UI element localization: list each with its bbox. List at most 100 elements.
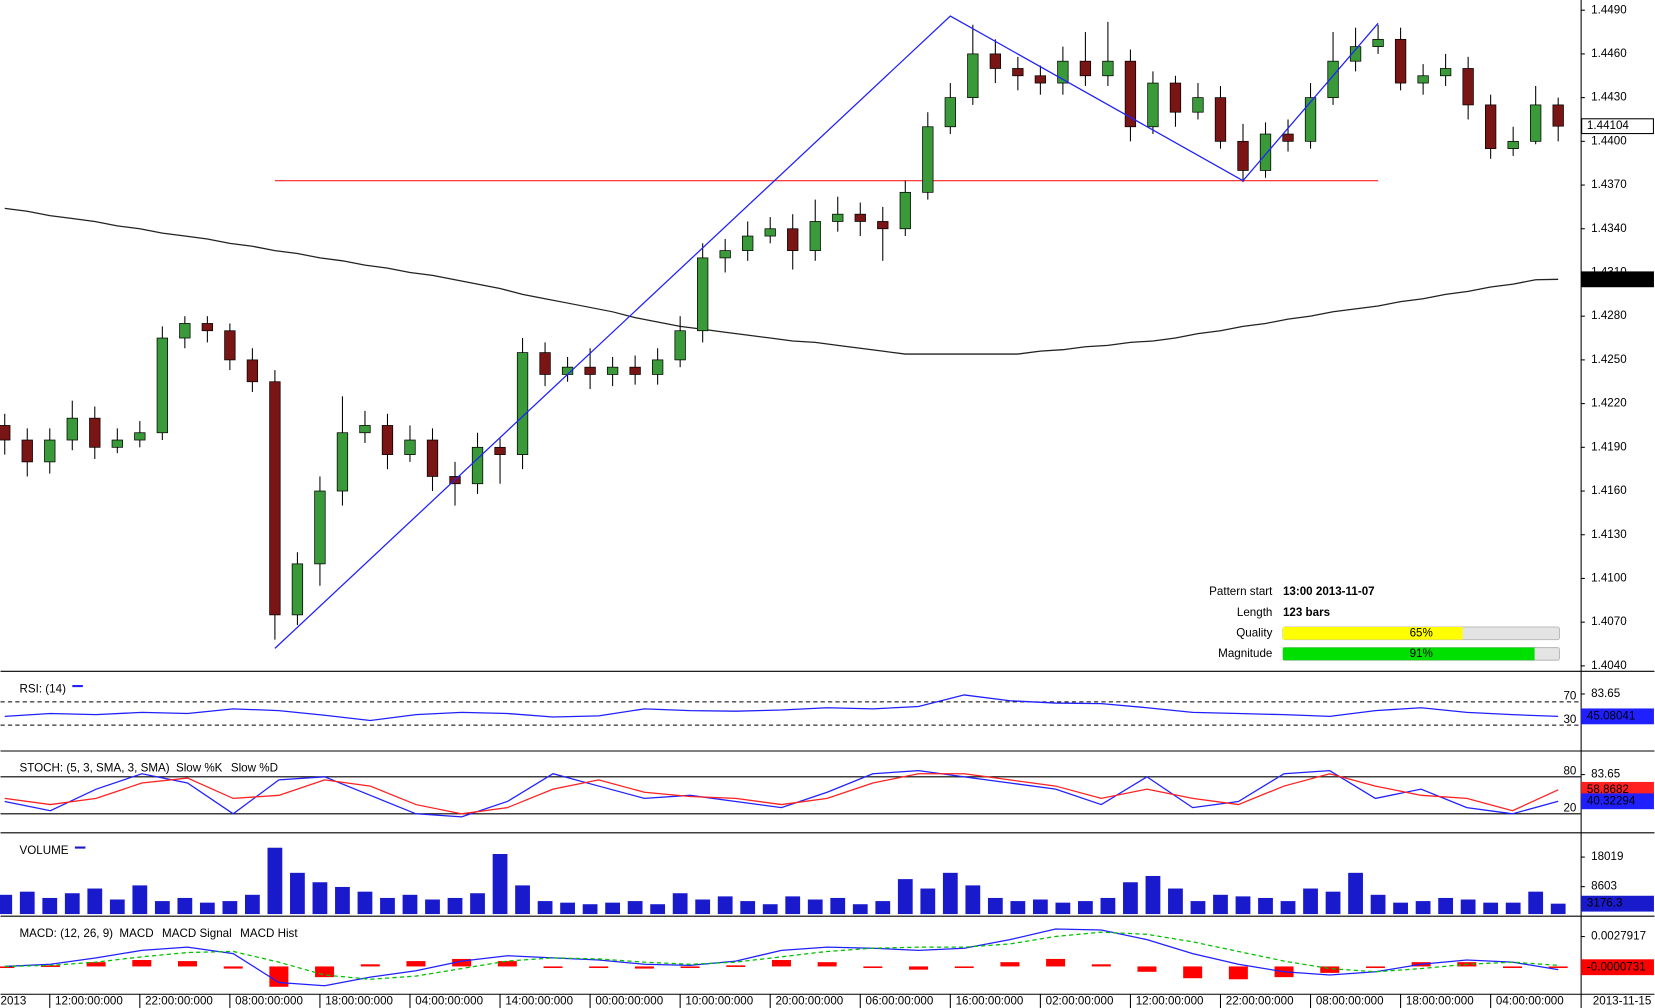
volume-bar <box>1393 902 1408 915</box>
indicator-line <box>4 773 1559 815</box>
candle-body <box>584 366 596 375</box>
volume-bar <box>312 882 328 915</box>
y-tick-label: 18019 <box>1591 850 1623 863</box>
volume-bar <box>1280 901 1296 915</box>
x-tick-label: 04:00:00:000 <box>1496 995 1564 1008</box>
volume-bar <box>605 902 620 915</box>
macd-hist <box>177 961 197 967</box>
candle-body <box>1417 75 1429 84</box>
volume-bar <box>177 897 193 915</box>
candle-body <box>201 323 214 332</box>
candle-body <box>1349 46 1362 62</box>
candle-body <box>854 213 866 222</box>
value-box-label: 58.8682 <box>1587 783 1629 796</box>
x-tick-label: 00:00:00:000 <box>595 995 663 1008</box>
candle-body <box>719 250 731 259</box>
x-tick-label: 20:00:00:000 <box>775 995 843 1008</box>
candle-body <box>1169 82 1182 113</box>
volume-bar <box>222 901 238 915</box>
panel-title: STOCH: (5, 3, SMA, 3, SMA) <box>20 761 170 774</box>
x-tick-label: 06:00:00:000 <box>866 995 934 1008</box>
y-tick-label: 1.4040 <box>1591 659 1627 672</box>
x-tick-label: 18:00:00:000 <box>1406 995 1474 1008</box>
volume-bar <box>1145 875 1161 915</box>
macd-hist <box>1503 966 1522 969</box>
indicator-line <box>4 770 1559 818</box>
candle-body <box>944 97 956 128</box>
macd-hist <box>817 962 837 967</box>
macd-hist <box>315 966 335 978</box>
candle-body <box>697 257 709 332</box>
volume-bar <box>1303 888 1318 915</box>
candle-body <box>1530 104 1542 142</box>
candle-body <box>1079 60 1092 77</box>
macd-hist <box>1046 958 1066 967</box>
volume-bar <box>1168 888 1183 915</box>
volume-bar <box>762 904 778 915</box>
macd-hist <box>132 960 152 967</box>
info-bar <box>1282 647 1535 661</box>
candle-body <box>539 352 551 375</box>
macd-hist <box>543 966 563 969</box>
volume-bar <box>335 886 350 915</box>
volume-bar <box>402 894 418 915</box>
legend-entry: Slow %K <box>176 761 223 774</box>
volume-bar <box>560 902 575 915</box>
volume-bar <box>1550 903 1566 915</box>
volume-bar <box>132 885 148 915</box>
candle-body <box>111 439 123 448</box>
candle-body <box>1304 97 1317 142</box>
x-tick-label: 18:00:00:000 <box>325 995 393 1008</box>
macd-hist <box>1183 966 1203 979</box>
candle-body <box>787 228 799 251</box>
info-bar <box>1282 626 1463 640</box>
volume-bar <box>1438 897 1454 915</box>
value-box <box>1581 959 1654 976</box>
y-tick-label: 1.4430 <box>1591 91 1627 104</box>
info-label: Length <box>1237 606 1273 619</box>
y-tick-label: 1.4070 <box>1591 615 1627 628</box>
macd-hist <box>726 965 746 967</box>
candle-body <box>651 359 664 375</box>
value-box-label: 40.32294 <box>1587 794 1636 807</box>
volume-bar <box>1370 894 1386 915</box>
legend-entry: MACD Hist <box>240 927 298 940</box>
volume-bar <box>1190 901 1206 915</box>
volume-bar <box>42 897 58 915</box>
candle-body <box>922 126 934 193</box>
candle-body <box>899 191 911 230</box>
volume-bar <box>0 894 13 915</box>
value-box-label: 1.43053 <box>1587 272 1629 285</box>
volume-bar <box>1483 902 1499 915</box>
y-tick-label: 1.4220 <box>1591 397 1627 410</box>
volume-bar <box>717 896 733 915</box>
candle-body <box>1124 60 1137 128</box>
volume-bar <box>942 872 958 915</box>
candle-body <box>516 352 529 455</box>
candle-body <box>336 432 349 492</box>
volume-bar <box>447 897 463 915</box>
volume-bar <box>1258 897 1273 915</box>
y-tick-label: 1.4160 <box>1591 484 1627 497</box>
y-tick-label: 1.4490 <box>1591 3 1627 16</box>
macd-hist <box>86 962 106 967</box>
volume-bar <box>920 888 936 915</box>
volume-bar <box>582 904 598 915</box>
value-box <box>1581 708 1654 725</box>
level-label: 80 <box>1563 765 1576 778</box>
volume-bar <box>1078 901 1093 915</box>
volume-bar <box>515 885 530 915</box>
macd-hist <box>1228 966 1248 980</box>
candle-body <box>156 337 168 434</box>
candle-body <box>1327 60 1339 98</box>
candle-body <box>1214 97 1227 142</box>
candle-body <box>1282 133 1294 142</box>
value-box-label: -0.0000731 <box>1587 960 1646 973</box>
macd-hist <box>40 965 60 967</box>
candle-body <box>967 53 979 98</box>
volume-bar <box>672 893 688 915</box>
value-box <box>1581 271 1654 288</box>
macd-hist <box>1320 966 1340 973</box>
